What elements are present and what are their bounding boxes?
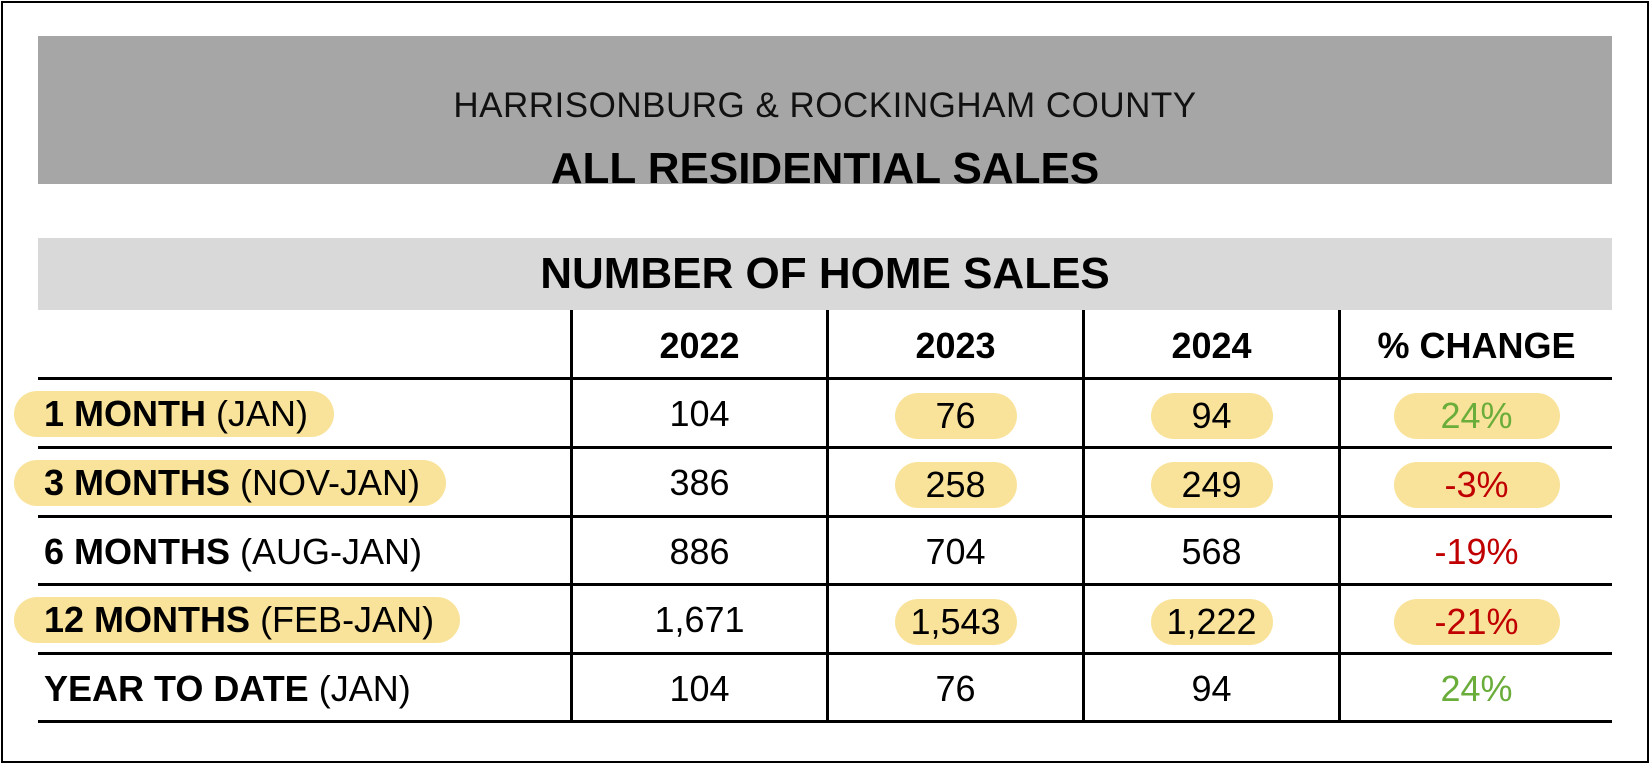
- cell-change: 24%: [1341, 380, 1612, 448]
- cell-2023: 76: [829, 380, 1082, 448]
- column-header-change: % CHANGE: [1377, 325, 1576, 366]
- row-divider: [38, 515, 1612, 518]
- cell-2024: 94: [1191, 668, 1232, 709]
- row-label-year-to-date: YEAR TO DATE (JAN): [44, 668, 411, 709]
- cell-2022: 386: [669, 462, 730, 503]
- cell-change: 24%: [1440, 668, 1513, 709]
- column-header-2024: 2024: [1171, 325, 1252, 366]
- cell-2023: 76: [935, 668, 976, 709]
- cell-2022: 104: [669, 668, 730, 709]
- banner-subtitle: HARRISONBURG & ROCKINGHAM COUNTY: [453, 86, 1197, 125]
- cell-change: -3%: [1341, 449, 1612, 517]
- column-header-2022: 2022: [659, 325, 740, 366]
- title-banner: HARRISONBURG & ROCKINGHAM COUNTY ALL RES…: [38, 36, 1612, 193]
- cell-2024: 94: [1085, 380, 1338, 448]
- cell-2022: 1,671: [654, 599, 745, 640]
- cell-2024: 568: [1181, 531, 1242, 572]
- cell-2024: 249: [1085, 449, 1338, 517]
- cell-2023: 1,543: [829, 586, 1082, 654]
- row-divider: [38, 583, 1612, 586]
- cell-2022: 104: [669, 393, 730, 434]
- cell-2023: 258: [829, 449, 1082, 517]
- row-label-1-month: 1 MONTH (JAN): [14, 380, 335, 448]
- cell-change: -19%: [1434, 531, 1519, 572]
- banner-title: ALL RESIDENTIAL SALES: [550, 144, 1100, 193]
- row-divider: [38, 446, 1612, 449]
- cell-change: -21%: [1341, 586, 1612, 654]
- row-divider: [38, 652, 1612, 655]
- row-label-6-months: 6 MONTHS (AUG-JAN): [44, 531, 423, 572]
- row-label-3-months: 3 MONTHS (NOV-JAN): [14, 449, 447, 517]
- cell-2023: 704: [925, 531, 986, 572]
- column-header-2023: 2023: [915, 325, 996, 366]
- row-label-12-months: 12 MONTHS (FEB-JAN): [14, 586, 461, 654]
- section-title: NUMBER OF HOME SALES: [38, 238, 1612, 310]
- cell-2024: 1,222: [1085, 586, 1338, 654]
- row-divider: [38, 377, 1612, 380]
- row-divider: [38, 720, 1612, 723]
- cell-2022: 886: [669, 531, 730, 572]
